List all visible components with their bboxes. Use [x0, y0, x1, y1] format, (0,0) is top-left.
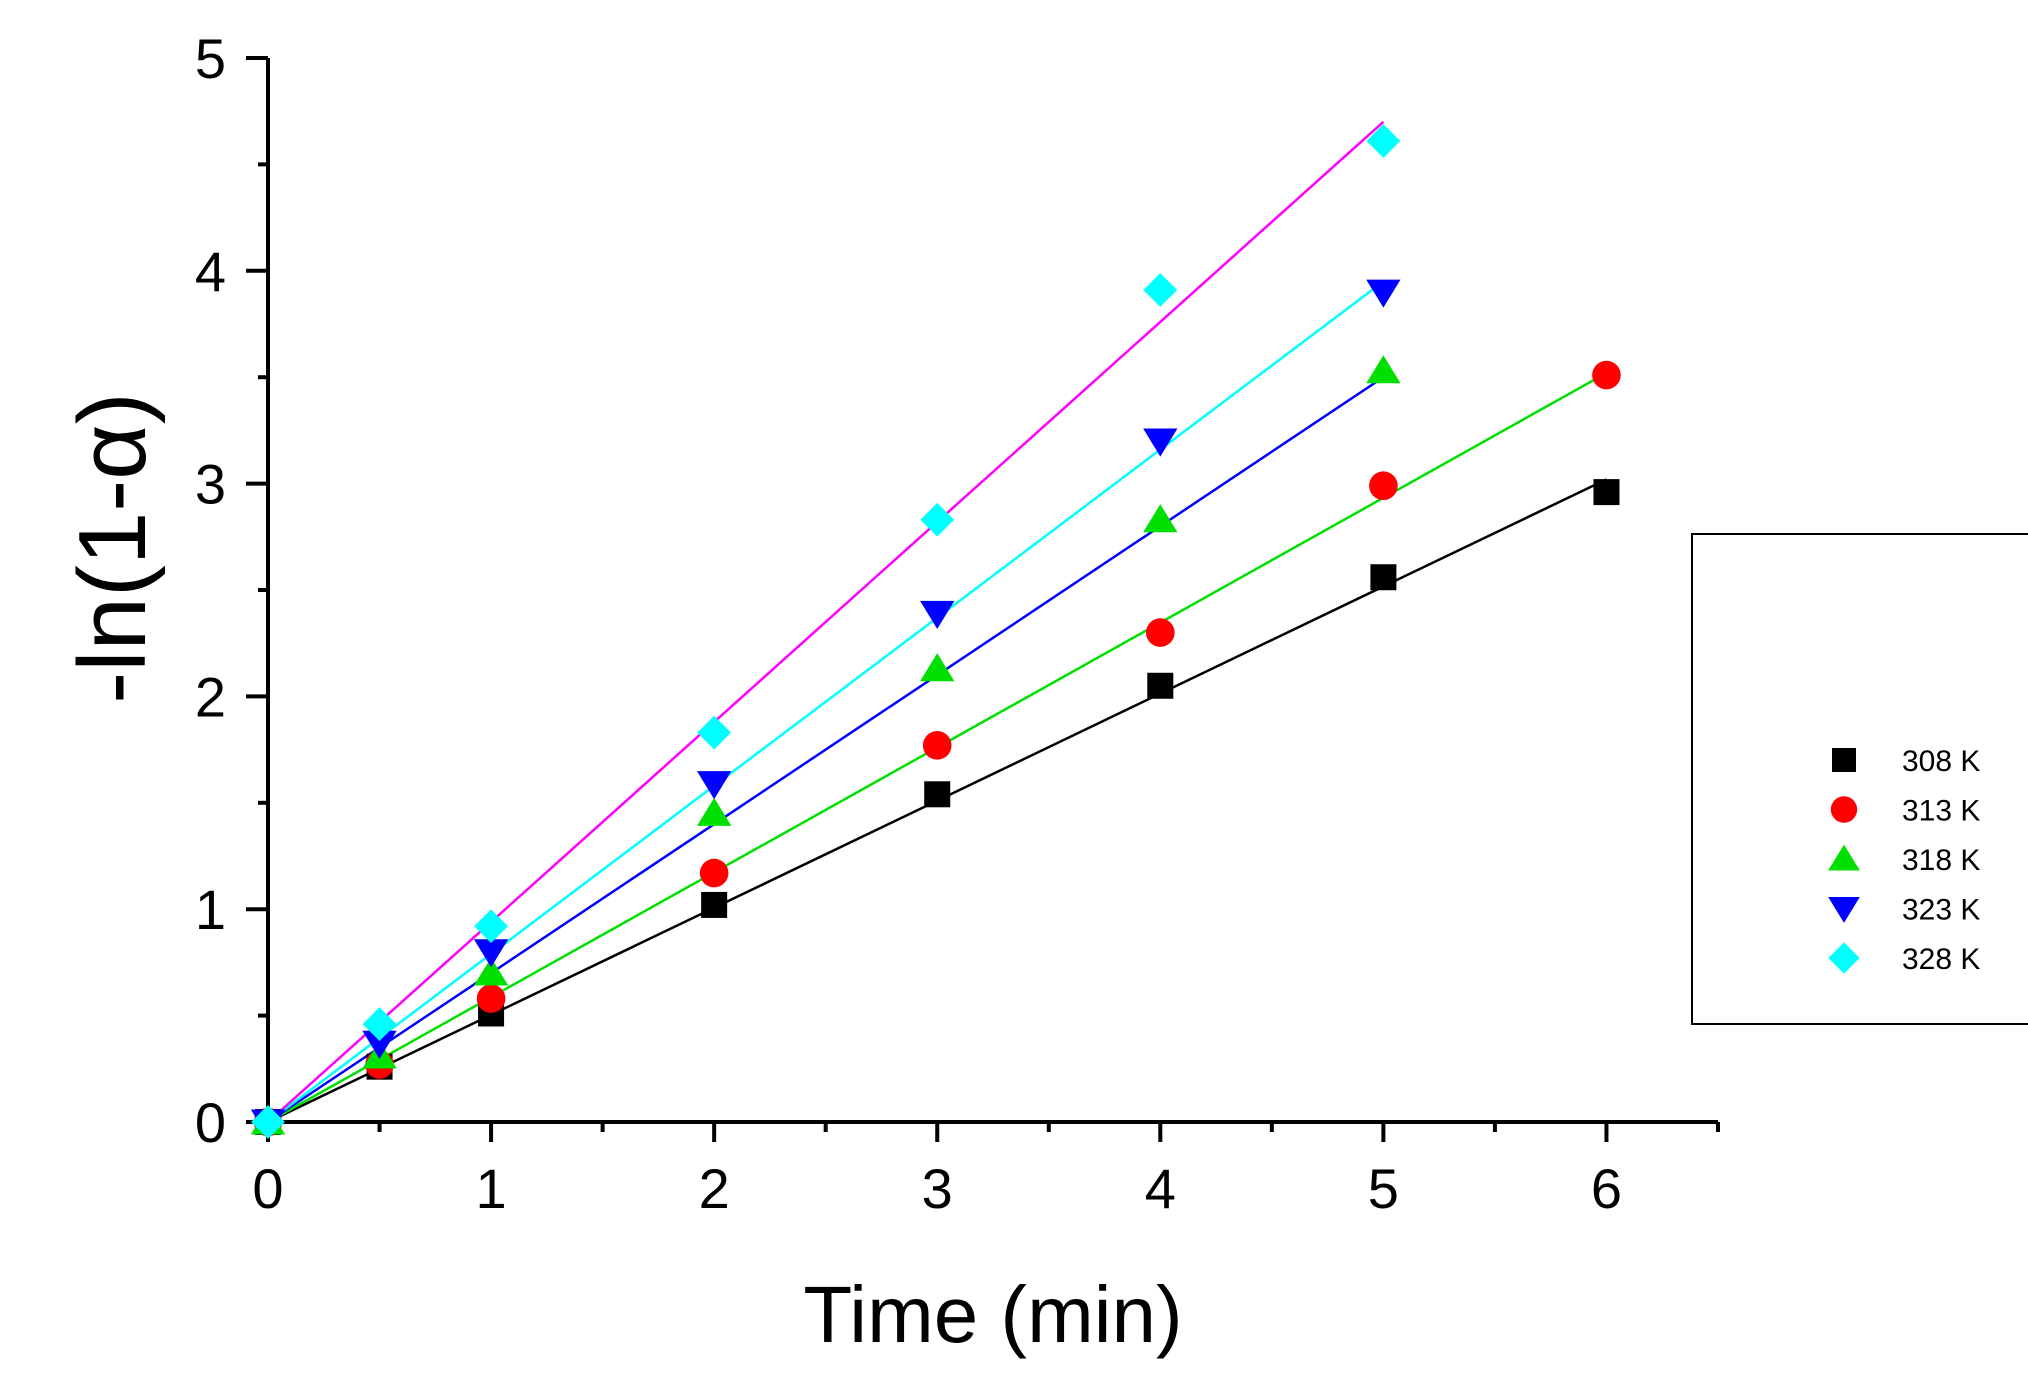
data-point: [920, 653, 955, 682]
data-point: [1366, 124, 1401, 158]
data-point: [920, 502, 955, 537]
x-tick-label: 4: [1145, 1157, 1176, 1220]
y-axis-title: -ln(1-α): [59, 392, 166, 703]
data-point: [1143, 504, 1178, 533]
y-tick-label: 3: [195, 453, 226, 516]
x-axis-title: Time (min): [803, 1270, 1182, 1359]
data-point: [1147, 672, 1174, 699]
axes: [266, 58, 1718, 1124]
data-point: [362, 1030, 397, 1059]
fit-line: [267, 376, 1385, 1124]
legend-label: 323 K: [1902, 894, 1980, 927]
data-point: [699, 858, 729, 888]
fit-line: [267, 120, 1385, 1123]
data-point: [920, 600, 955, 630]
data-point: [1143, 428, 1178, 457]
y-tick-label: 0: [195, 1091, 226, 1154]
legend-label: 318 K: [1902, 844, 1980, 877]
x-tick-label: 3: [922, 1157, 953, 1220]
y-tick-label: 2: [195, 665, 226, 728]
data-point: [1366, 279, 1401, 308]
x-tick-label: 0: [252, 1157, 283, 1220]
legend-label: 313 K: [1902, 795, 1980, 828]
data-point: [696, 797, 732, 826]
legend-marker: [1828, 844, 1860, 871]
data-point: [697, 715, 732, 750]
data-point: [1593, 479, 1620, 506]
data-markers: [250, 124, 1621, 1139]
data-point: [1592, 360, 1621, 390]
data-point: [1369, 471, 1398, 501]
legend-label: 328 K: [1902, 943, 1980, 976]
data-point: [922, 731, 952, 760]
legend-marker: [1832, 748, 1856, 772]
data-point: [251, 1105, 285, 1139]
data-point: [1366, 355, 1401, 384]
data-point: [362, 1007, 397, 1042]
x-tick-label: 5: [1368, 1157, 1399, 1220]
legend-marker: [1830, 796, 1858, 823]
data-point: [474, 909, 508, 944]
y-tick-label: 4: [195, 240, 226, 303]
legend-marker: [1828, 942, 1860, 974]
data-point: [1370, 564, 1397, 591]
data-point: [473, 957, 509, 986]
legend-marker: [1828, 896, 1860, 923]
legend: 308 K 313 K 318 K 323 K 328 K: [1691, 533, 2028, 1025]
data-point: [473, 939, 509, 968]
x-tick-label: 6: [1591, 1157, 1622, 1220]
x-tick-label: 1: [475, 1157, 506, 1220]
data-point: [701, 891, 728, 918]
y-tick-label: 5: [195, 27, 226, 90]
data-point: [1143, 273, 1178, 307]
data-point: [924, 781, 951, 808]
y-tick-label: 1: [195, 878, 226, 941]
data-point: [696, 771, 732, 800]
data-point: [1146, 618, 1175, 647]
legend-box: [1691, 533, 2028, 1025]
fit-line: [267, 280, 1385, 1123]
ticks: 0 1 2 3 4 5 6 0 1 2 3 4 5: [195, 27, 1720, 1220]
x-tick-label: 2: [699, 1157, 730, 1220]
data-point: [476, 984, 506, 1013]
legend-label: 308 K: [1902, 745, 1980, 778]
